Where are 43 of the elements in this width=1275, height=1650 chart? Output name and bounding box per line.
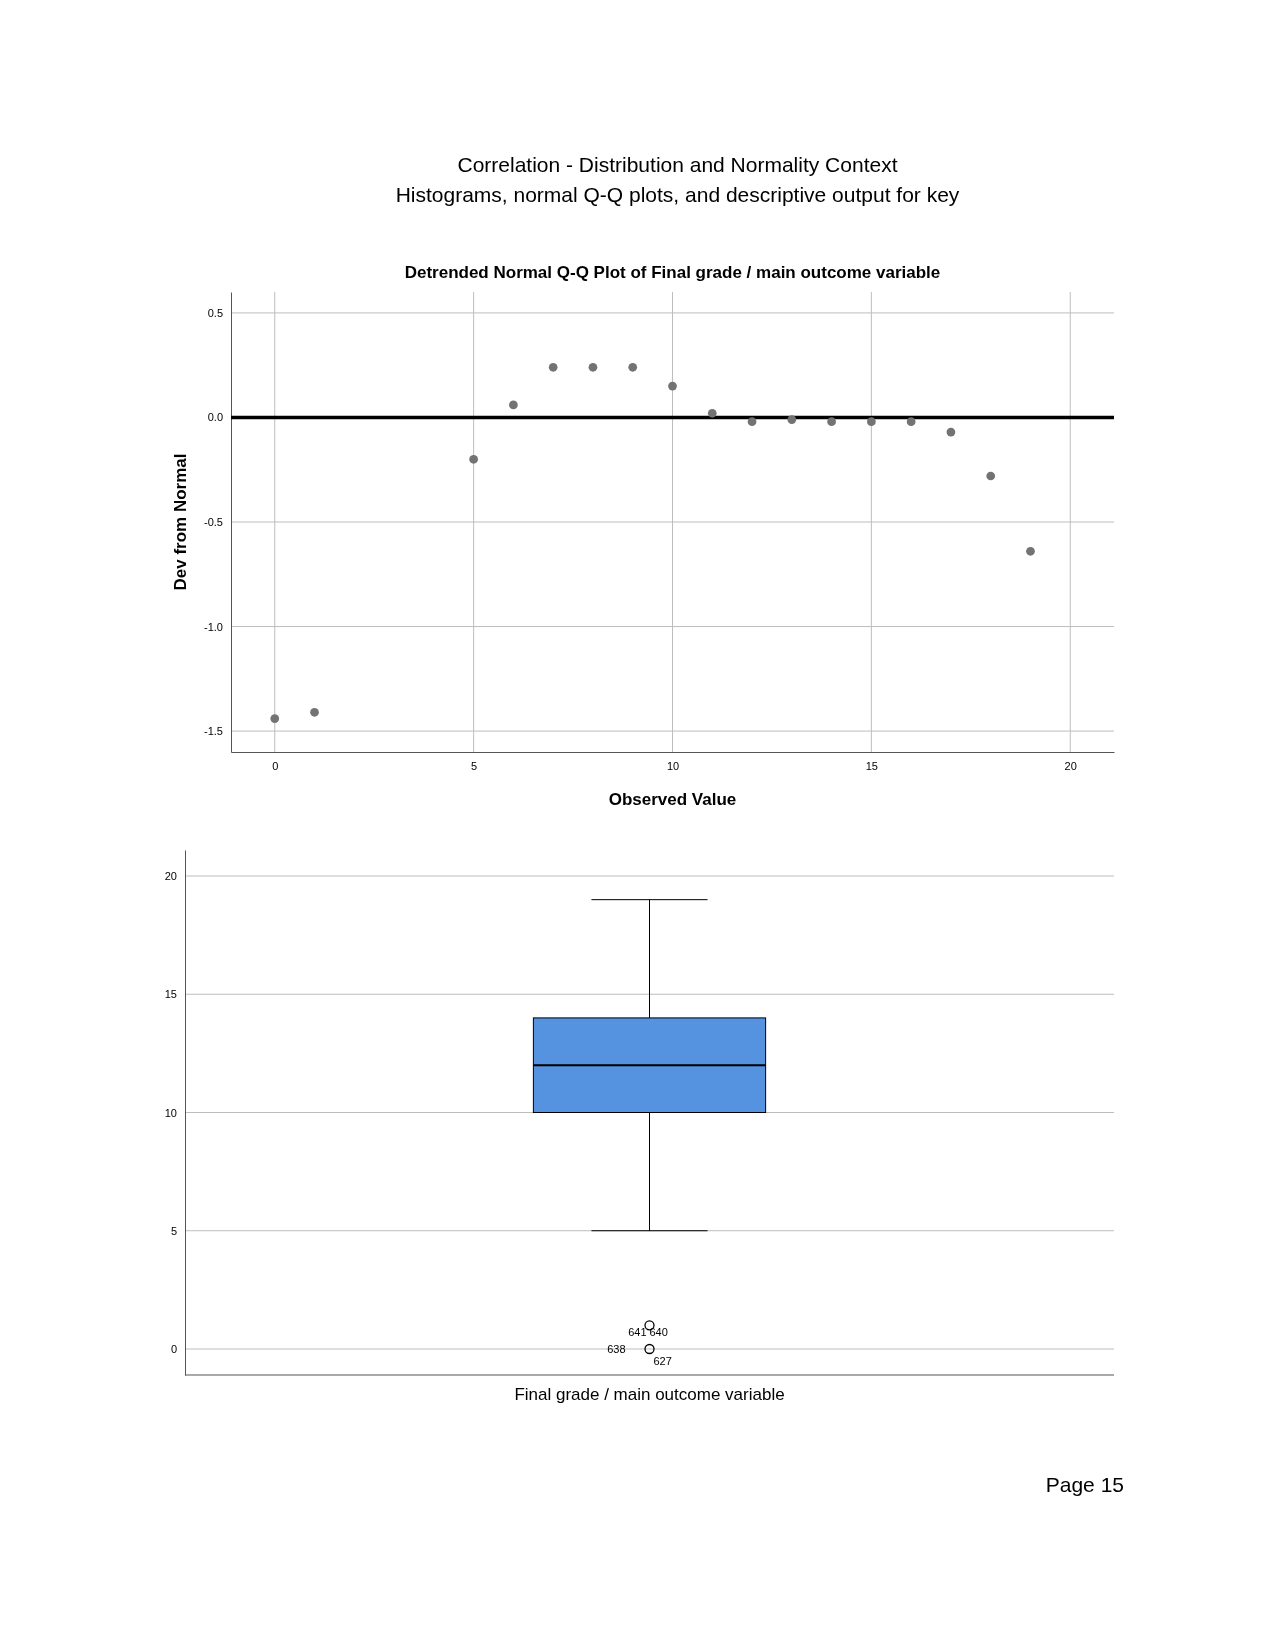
x-tick-label: 10	[666, 759, 680, 772]
y-tick-label: 0	[170, 1343, 177, 1356]
y-tick-label: 20	[164, 870, 177, 883]
y-tick-label: 0.5	[207, 306, 223, 319]
point	[588, 362, 598, 372]
x-tick-label: 5	[471, 759, 478, 772]
chart-title: Detrended Normal Q-Q Plot of Final grade / main outcome variable	[404, 263, 941, 282]
point	[628, 362, 638, 372]
point	[986, 471, 996, 481]
point	[827, 417, 836, 426]
point	[707, 408, 717, 418]
annotation: 641	[628, 1326, 647, 1339]
point	[787, 415, 797, 424]
point	[548, 362, 558, 372]
point	[668, 381, 677, 391]
y-tick-label: -0.5	[204, 516, 223, 529]
y-tick-label: -1.0	[204, 620, 223, 633]
x-tick-label: 0	[272, 759, 279, 772]
point	[946, 427, 956, 437]
x-tick-label: Final grade / main outcome variable	[514, 1385, 785, 1404]
y-tick-label: 10	[164, 1106, 177, 1119]
point	[270, 714, 280, 723]
x-tick-label: 20	[1064, 759, 1077, 772]
text: Histograms, normal Q-Q plots, and descriptive output for key	[395, 183, 960, 206]
text: Correlation - Distribution and Normality Context	[457, 153, 898, 176]
y-tick-label: -1.5	[204, 725, 223, 738]
y-tick-label: 0.0	[207, 411, 223, 424]
annotation: 638	[607, 1342, 626, 1355]
y-axis-title: Dev from Normal	[171, 453, 190, 591]
point	[310, 707, 319, 717]
x-axis-title: Observed Value	[608, 790, 737, 809]
point	[509, 400, 518, 410]
point	[867, 417, 876, 426]
annotation: 627	[653, 1354, 672, 1367]
x-tick-label: 15	[865, 759, 878, 772]
point	[747, 417, 757, 426]
y-tick-label: 5	[170, 1224, 177, 1237]
point	[469, 454, 478, 464]
point	[906, 417, 916, 426]
point	[1026, 546, 1035, 556]
text: Page 15	[1045, 1473, 1124, 1496]
annotation: 640	[649, 1326, 668, 1339]
y-tick-label: 15	[164, 988, 177, 1001]
